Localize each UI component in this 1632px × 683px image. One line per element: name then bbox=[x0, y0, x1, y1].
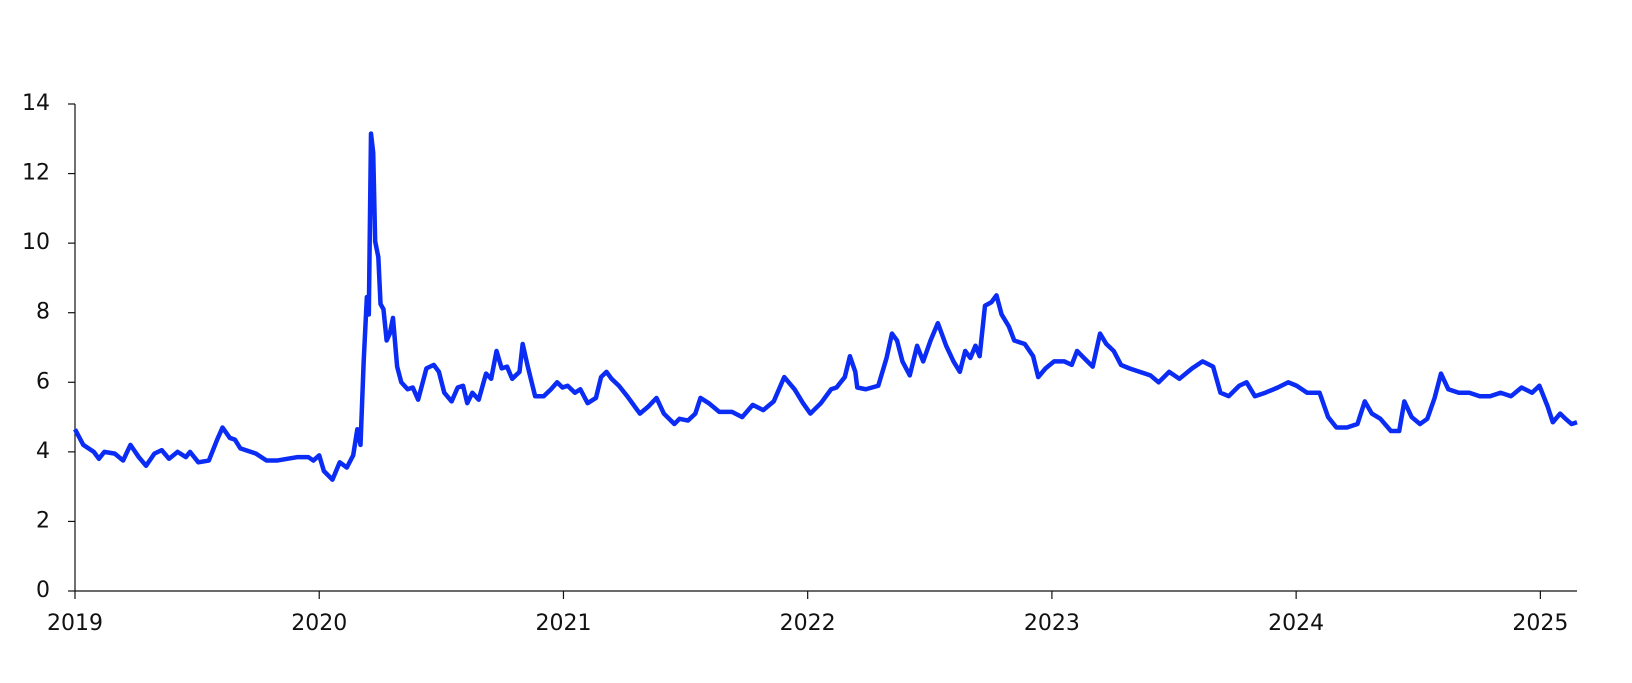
y-tick-label: 4 bbox=[36, 439, 50, 464]
x-tick-label: 2019 bbox=[47, 611, 103, 636]
y-tick-label: 14 bbox=[22, 91, 50, 116]
x-tick-label: 2023 bbox=[1024, 611, 1080, 636]
y-tick-label: 6 bbox=[36, 369, 50, 394]
x-tick-label: 2022 bbox=[780, 611, 836, 636]
y-tick-label: 10 bbox=[22, 230, 50, 255]
y-tick-label: 2 bbox=[36, 508, 50, 533]
x-tick-label: 2025 bbox=[1512, 611, 1568, 636]
x-tick-label: 2020 bbox=[291, 611, 347, 636]
x-tick-label: 2024 bbox=[1268, 611, 1324, 636]
y-tick-label: 0 bbox=[36, 578, 50, 603]
data-line bbox=[73, 131, 1578, 482]
y-tick-label: 12 bbox=[22, 161, 50, 186]
x-tick-label: 2021 bbox=[535, 611, 591, 636]
y-tick-label: 8 bbox=[36, 300, 50, 325]
